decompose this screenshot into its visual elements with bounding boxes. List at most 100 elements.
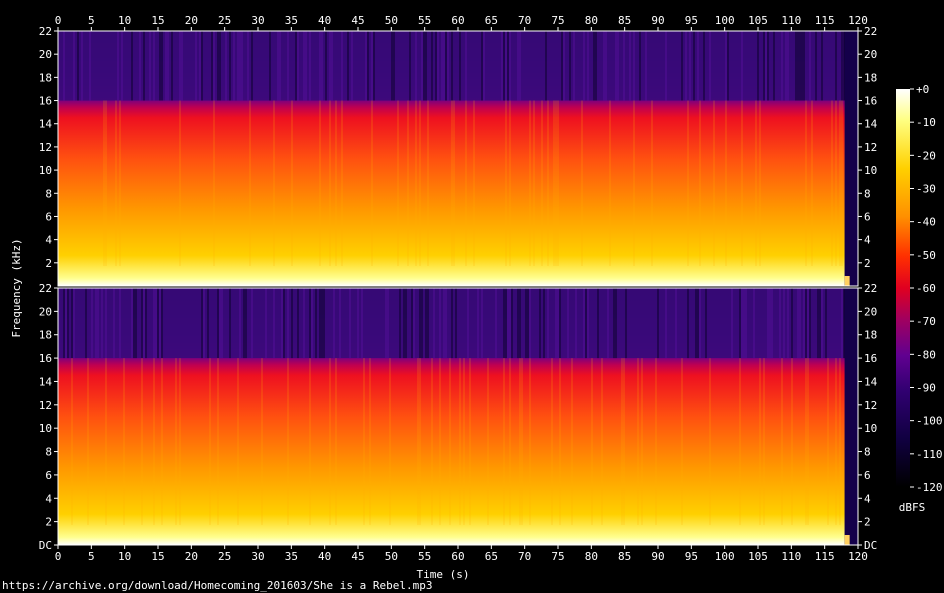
y-tick-label: 2 <box>45 257 52 270</box>
colorbar-tick-label: -20 <box>916 149 936 162</box>
y-tick-label: 4 <box>864 234 871 247</box>
y-tick-label: 12 <box>39 141 52 154</box>
colorbar-tick-label: -80 <box>916 348 936 361</box>
y-tick-label: 22 <box>39 25 52 38</box>
y-tick-label: 6 <box>864 469 871 482</box>
x-tick-label: 80 <box>585 14 598 27</box>
y-tick-label: DC <box>39 539 52 552</box>
x-tick-label: 35 <box>285 14 298 27</box>
x-tick-label: 110 <box>781 14 801 27</box>
x-tick-label: 55 <box>418 14 431 27</box>
x-tick-label: 25 <box>218 14 231 27</box>
y-tick-label: 16 <box>39 352 52 365</box>
x-tick-label: 95 <box>685 550 698 563</box>
x-tick-label: 115 <box>815 550 835 563</box>
y-tick-label: 14 <box>864 118 878 131</box>
colorbar <box>896 89 910 487</box>
x-tick-label: 80 <box>585 550 598 563</box>
y-tick-label: 18 <box>864 329 877 342</box>
y-tick-label: 12 <box>864 399 877 412</box>
colorbar-gradient <box>896 89 910 487</box>
x-tick-label: 35 <box>285 550 298 563</box>
y-tick-label: 12 <box>864 141 877 154</box>
x-tick-label: 75 <box>551 14 564 27</box>
y-tick-label: 22 <box>864 25 877 38</box>
y-tick-label: 4 <box>45 492 52 505</box>
y-tick-label: 14 <box>864 375 878 388</box>
x-tick-label: 65 <box>485 14 498 27</box>
y-tick-label: 16 <box>864 95 877 108</box>
colorbar-tick-label: -60 <box>916 282 936 295</box>
y-tick-label: 14 <box>39 375 53 388</box>
y-axis-left: 2 4 6 8 10 12 14 16 18 20 22 DC 2 4 6 8 10 12 14 16 18 20 22 <box>39 25 58 552</box>
y-tick-label: 8 <box>864 187 871 200</box>
y-tick-label: 2 <box>864 516 871 529</box>
x-axis-top: 0 5 10 15 20 25 30 35 40 45 50 55 60 65 70 75 80 85 90 95 10… <box>55 14 868 31</box>
colorbar-tick-label: -120 <box>916 481 943 494</box>
y-tick-label: 8 <box>864 446 871 459</box>
y-tick-label: 8 <box>45 446 52 459</box>
x-tick-label: 30 <box>251 550 264 563</box>
colorbar-tick-label: -10 <box>916 116 936 129</box>
x-tick-label: 5 <box>88 550 95 563</box>
x-axis-label: Time (s) <box>417 568 470 581</box>
x-tick-label: 0 <box>55 14 62 27</box>
y-tick-label: 4 <box>864 492 871 505</box>
y-tick-label: 20 <box>39 48 52 61</box>
y-tick-label: 16 <box>39 95 52 108</box>
colorbar-tick-label: -110 <box>916 448 943 461</box>
x-tick-label: 55 <box>418 550 431 563</box>
x-tick-label: 20 <box>185 550 198 563</box>
x-tick-label: 40 <box>318 14 331 27</box>
x-tick-label: 120 <box>848 14 868 27</box>
spectrogram-tail-low <box>844 535 850 545</box>
x-tick-label: 30 <box>251 14 264 27</box>
x-tick-label: 10 <box>118 550 131 563</box>
y-tick-label: 22 <box>39 282 52 295</box>
colorbar-tick-label: -100 <box>916 415 943 428</box>
y-tick-label: 10 <box>39 422 52 435</box>
x-tick-label: 45 <box>351 550 364 563</box>
x-tick-label: 65 <box>485 550 498 563</box>
y-tick-label: 6 <box>864 210 871 223</box>
y-tick-label: 8 <box>45 187 52 200</box>
x-tick-label: 100 <box>715 550 735 563</box>
x-tick-label: 105 <box>748 550 768 563</box>
x-tick-label: 50 <box>385 550 398 563</box>
y-tick-label: 12 <box>39 399 52 412</box>
y-tick-label: 16 <box>864 352 877 365</box>
spectrogram-tail-low <box>844 276 850 286</box>
x-tick-label: 120 <box>848 550 868 563</box>
spectrogram-high-band <box>58 288 845 359</box>
colorbar-tick-label: -50 <box>916 249 936 262</box>
x-tick-label: 85 <box>618 550 631 563</box>
y-tick-label: 2 <box>864 257 871 270</box>
x-tick-label: 25 <box>218 550 231 563</box>
y-tick-label: 6 <box>45 469 52 482</box>
x-tick-label: 5 <box>88 14 95 27</box>
colorbar-tick-label: -30 <box>916 183 936 196</box>
y-tick-label: DC <box>864 539 877 552</box>
source-url: https://archive.org/download/Homecoming_… <box>2 579 433 592</box>
spectrogram-channel-2 <box>57 287 859 546</box>
spectrogram-channel-1 <box>57 30 859 287</box>
x-tick-label: 85 <box>618 14 631 27</box>
x-tick-label: 10 <box>118 14 131 27</box>
y-tick-label: 18 <box>39 71 52 84</box>
x-tick-label: 0 <box>55 550 62 563</box>
x-axis-bottom: 0 5 10 15 20 25 30 35 40 45 50 55 60 65 70 75 80 85 90 95 10… <box>55 545 868 563</box>
x-tick-label: 115 <box>815 14 835 27</box>
x-tick-label: 15 <box>151 14 164 27</box>
x-tick-label: 45 <box>351 14 364 27</box>
x-tick-label: 60 <box>451 550 464 563</box>
x-tick-label: 60 <box>451 14 464 27</box>
x-tick-label: 95 <box>685 14 698 27</box>
y-tick-label: 4 <box>45 234 52 247</box>
colorbar-tick-label: +0 <box>916 83 929 96</box>
spectrogram-tail <box>844 288 858 545</box>
colorbar-unit-label: dBFS <box>899 501 926 514</box>
x-tick-label: 100 <box>715 14 735 27</box>
x-tick-label: 70 <box>518 550 531 563</box>
colorbar-tick-label: -40 <box>916 216 936 229</box>
y-tick-label: 10 <box>864 422 877 435</box>
